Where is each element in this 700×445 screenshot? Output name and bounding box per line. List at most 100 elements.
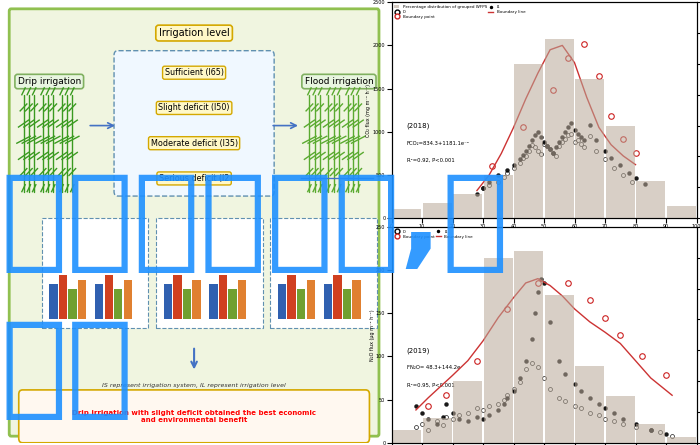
- Point: [584, 409, 596, 416]
- Bar: [49, 284, 57, 320]
- Point: [630, 424, 641, 431]
- Point: [520, 366, 531, 373]
- Point: [599, 415, 610, 422]
- Point: [499, 173, 510, 180]
- Bar: [333, 275, 342, 320]
- Bar: [545, 295, 574, 443]
- Point: [627, 178, 638, 186]
- Point: [575, 405, 586, 412]
- Point: [532, 128, 543, 135]
- Point: [471, 190, 482, 198]
- Text: Drip irrigation with slight deficit obtained the best economic
and environmental: Drip irrigation with slight deficit obta…: [72, 410, 316, 423]
- Point: [538, 374, 550, 381]
- Point: [502, 394, 513, 401]
- Point: [563, 279, 574, 287]
- Text: Moderate deficit (I35): Moderate deficit (I35): [150, 139, 238, 148]
- Point: [566, 120, 577, 127]
- Point: [563, 132, 574, 139]
- Point: [566, 130, 577, 137]
- Point: [575, 388, 586, 395]
- Point: [502, 170, 513, 177]
- Point: [584, 121, 596, 129]
- Point: [560, 128, 571, 135]
- Point: [599, 147, 610, 154]
- Point: [560, 135, 571, 142]
- FancyBboxPatch shape: [9, 9, 379, 436]
- Point: [441, 392, 452, 399]
- X-axis label: WFPS: WFPS: [536, 231, 552, 236]
- Point: [416, 420, 428, 427]
- Bar: [104, 275, 113, 320]
- Bar: [307, 280, 315, 320]
- Bar: [392, 430, 421, 443]
- Text: FN₂O= 48.3+144.2e: FN₂O= 48.3+144.2e: [407, 365, 460, 370]
- Point: [660, 431, 671, 438]
- Bar: [41, 218, 148, 328]
- Point: [584, 133, 596, 140]
- Point: [529, 144, 540, 151]
- Text: (2019): (2019): [407, 347, 430, 354]
- Text: 时尚产业观察,时: 时尚产业观察,时: [0, 169, 509, 276]
- Bar: [667, 437, 696, 443]
- Point: [493, 178, 504, 186]
- Bar: [278, 284, 286, 320]
- Point: [556, 138, 568, 146]
- Point: [617, 420, 629, 427]
- Point: [590, 147, 601, 154]
- Point: [493, 406, 504, 413]
- Point: [575, 134, 586, 141]
- Point: [508, 161, 519, 168]
- Point: [502, 166, 513, 174]
- Point: [551, 153, 562, 160]
- Point: [584, 394, 596, 401]
- Bar: [514, 251, 543, 443]
- Point: [447, 415, 458, 422]
- Point: [563, 55, 574, 62]
- Point: [502, 392, 513, 399]
- Point: [484, 178, 495, 186]
- Bar: [193, 280, 201, 320]
- FancyBboxPatch shape: [19, 390, 370, 443]
- Point: [569, 126, 580, 134]
- Point: [608, 165, 620, 172]
- Point: [547, 150, 559, 157]
- Bar: [606, 125, 635, 218]
- Legend: I0, Boundary point, I1, Boundary line: I0, Boundary point, I1, Boundary line: [393, 229, 474, 239]
- Point: [526, 137, 538, 144]
- Point: [471, 413, 482, 421]
- Bar: [484, 175, 513, 218]
- Bar: [78, 280, 86, 320]
- Point: [639, 180, 650, 187]
- Point: [526, 360, 538, 367]
- Point: [477, 406, 489, 413]
- Point: [606, 154, 617, 161]
- Point: [532, 279, 543, 287]
- Point: [493, 171, 504, 178]
- Point: [599, 156, 610, 163]
- Point: [484, 412, 495, 419]
- Point: [645, 426, 657, 433]
- Point: [608, 409, 620, 416]
- Point: [654, 429, 666, 436]
- Point: [606, 113, 617, 120]
- Point: [630, 150, 641, 157]
- Point: [542, 142, 553, 149]
- Point: [572, 130, 583, 137]
- Point: [532, 147, 543, 154]
- Point: [453, 412, 464, 419]
- Point: [499, 400, 510, 408]
- Text: Drip irrigation: Drip irrigation: [18, 77, 81, 86]
- Bar: [484, 258, 513, 443]
- Point: [441, 400, 452, 408]
- Bar: [545, 39, 574, 218]
- Point: [599, 405, 610, 412]
- Point: [508, 388, 519, 395]
- Text: FCO₂=834.3+1181.1e⁻²: FCO₂=834.3+1181.1e⁻²: [407, 141, 470, 146]
- Text: 尚产: 尚产: [0, 316, 133, 423]
- Point: [499, 396, 510, 403]
- Point: [542, 142, 553, 149]
- Point: [617, 171, 629, 178]
- Point: [578, 40, 589, 47]
- FancyBboxPatch shape: [114, 51, 274, 196]
- Bar: [238, 280, 246, 320]
